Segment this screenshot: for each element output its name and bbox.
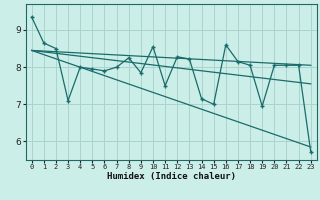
X-axis label: Humidex (Indice chaleur): Humidex (Indice chaleur) xyxy=(107,172,236,181)
